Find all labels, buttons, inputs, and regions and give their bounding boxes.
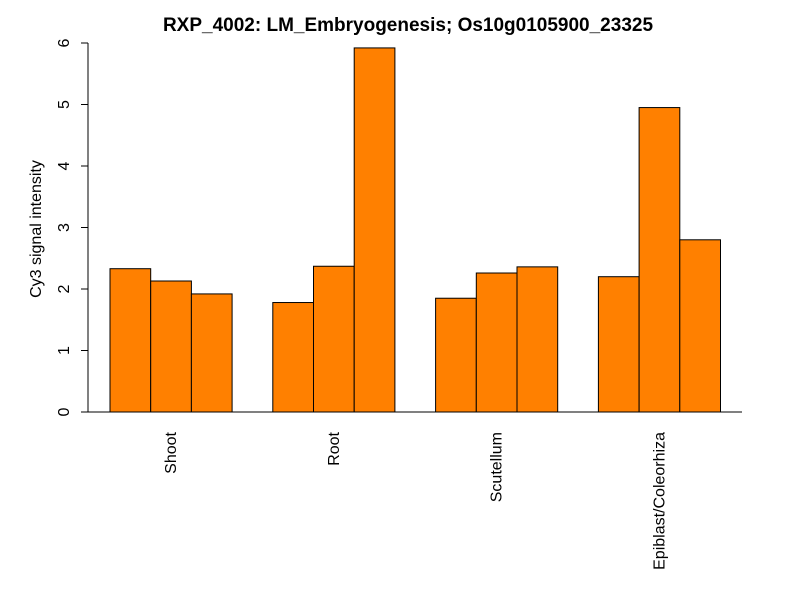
y-tick-label: 0 — [56, 407, 73, 416]
y-axis-label: Cy3 signal intensity — [28, 160, 45, 298]
chart-title: RXP_4002: LM_Embryogenesis; Os10g0105900… — [163, 15, 653, 36]
bar — [150, 280, 192, 413]
bar — [638, 107, 681, 413]
x-category-label: Epiblast/Coleorhiza — [651, 432, 668, 570]
bar — [679, 239, 721, 413]
y-tick-label: 5 — [56, 100, 73, 109]
y-tick-label: 6 — [56, 38, 73, 47]
x-category-label: Scutellum — [489, 432, 506, 502]
y-tick-label: 1 — [56, 346, 73, 355]
bar — [109, 268, 152, 413]
bar — [313, 265, 355, 413]
y-tick-label: 4 — [56, 161, 73, 170]
bar — [190, 293, 233, 413]
bar — [475, 272, 518, 413]
bar — [516, 266, 559, 413]
bar — [435, 297, 477, 413]
y-tick-label: 2 — [56, 284, 73, 293]
bar — [353, 47, 396, 413]
bar — [272, 302, 314, 413]
y-tick-label: 3 — [56, 223, 73, 232]
plot-area: 0 1 2 3 4 5 6 Shoot Root Scutellum Epiblast/Coleor… — [56, 38, 742, 570]
x-category-label: Shoot — [163, 431, 180, 473]
bar — [597, 276, 640, 413]
x-category-label: Root — [326, 431, 343, 465]
